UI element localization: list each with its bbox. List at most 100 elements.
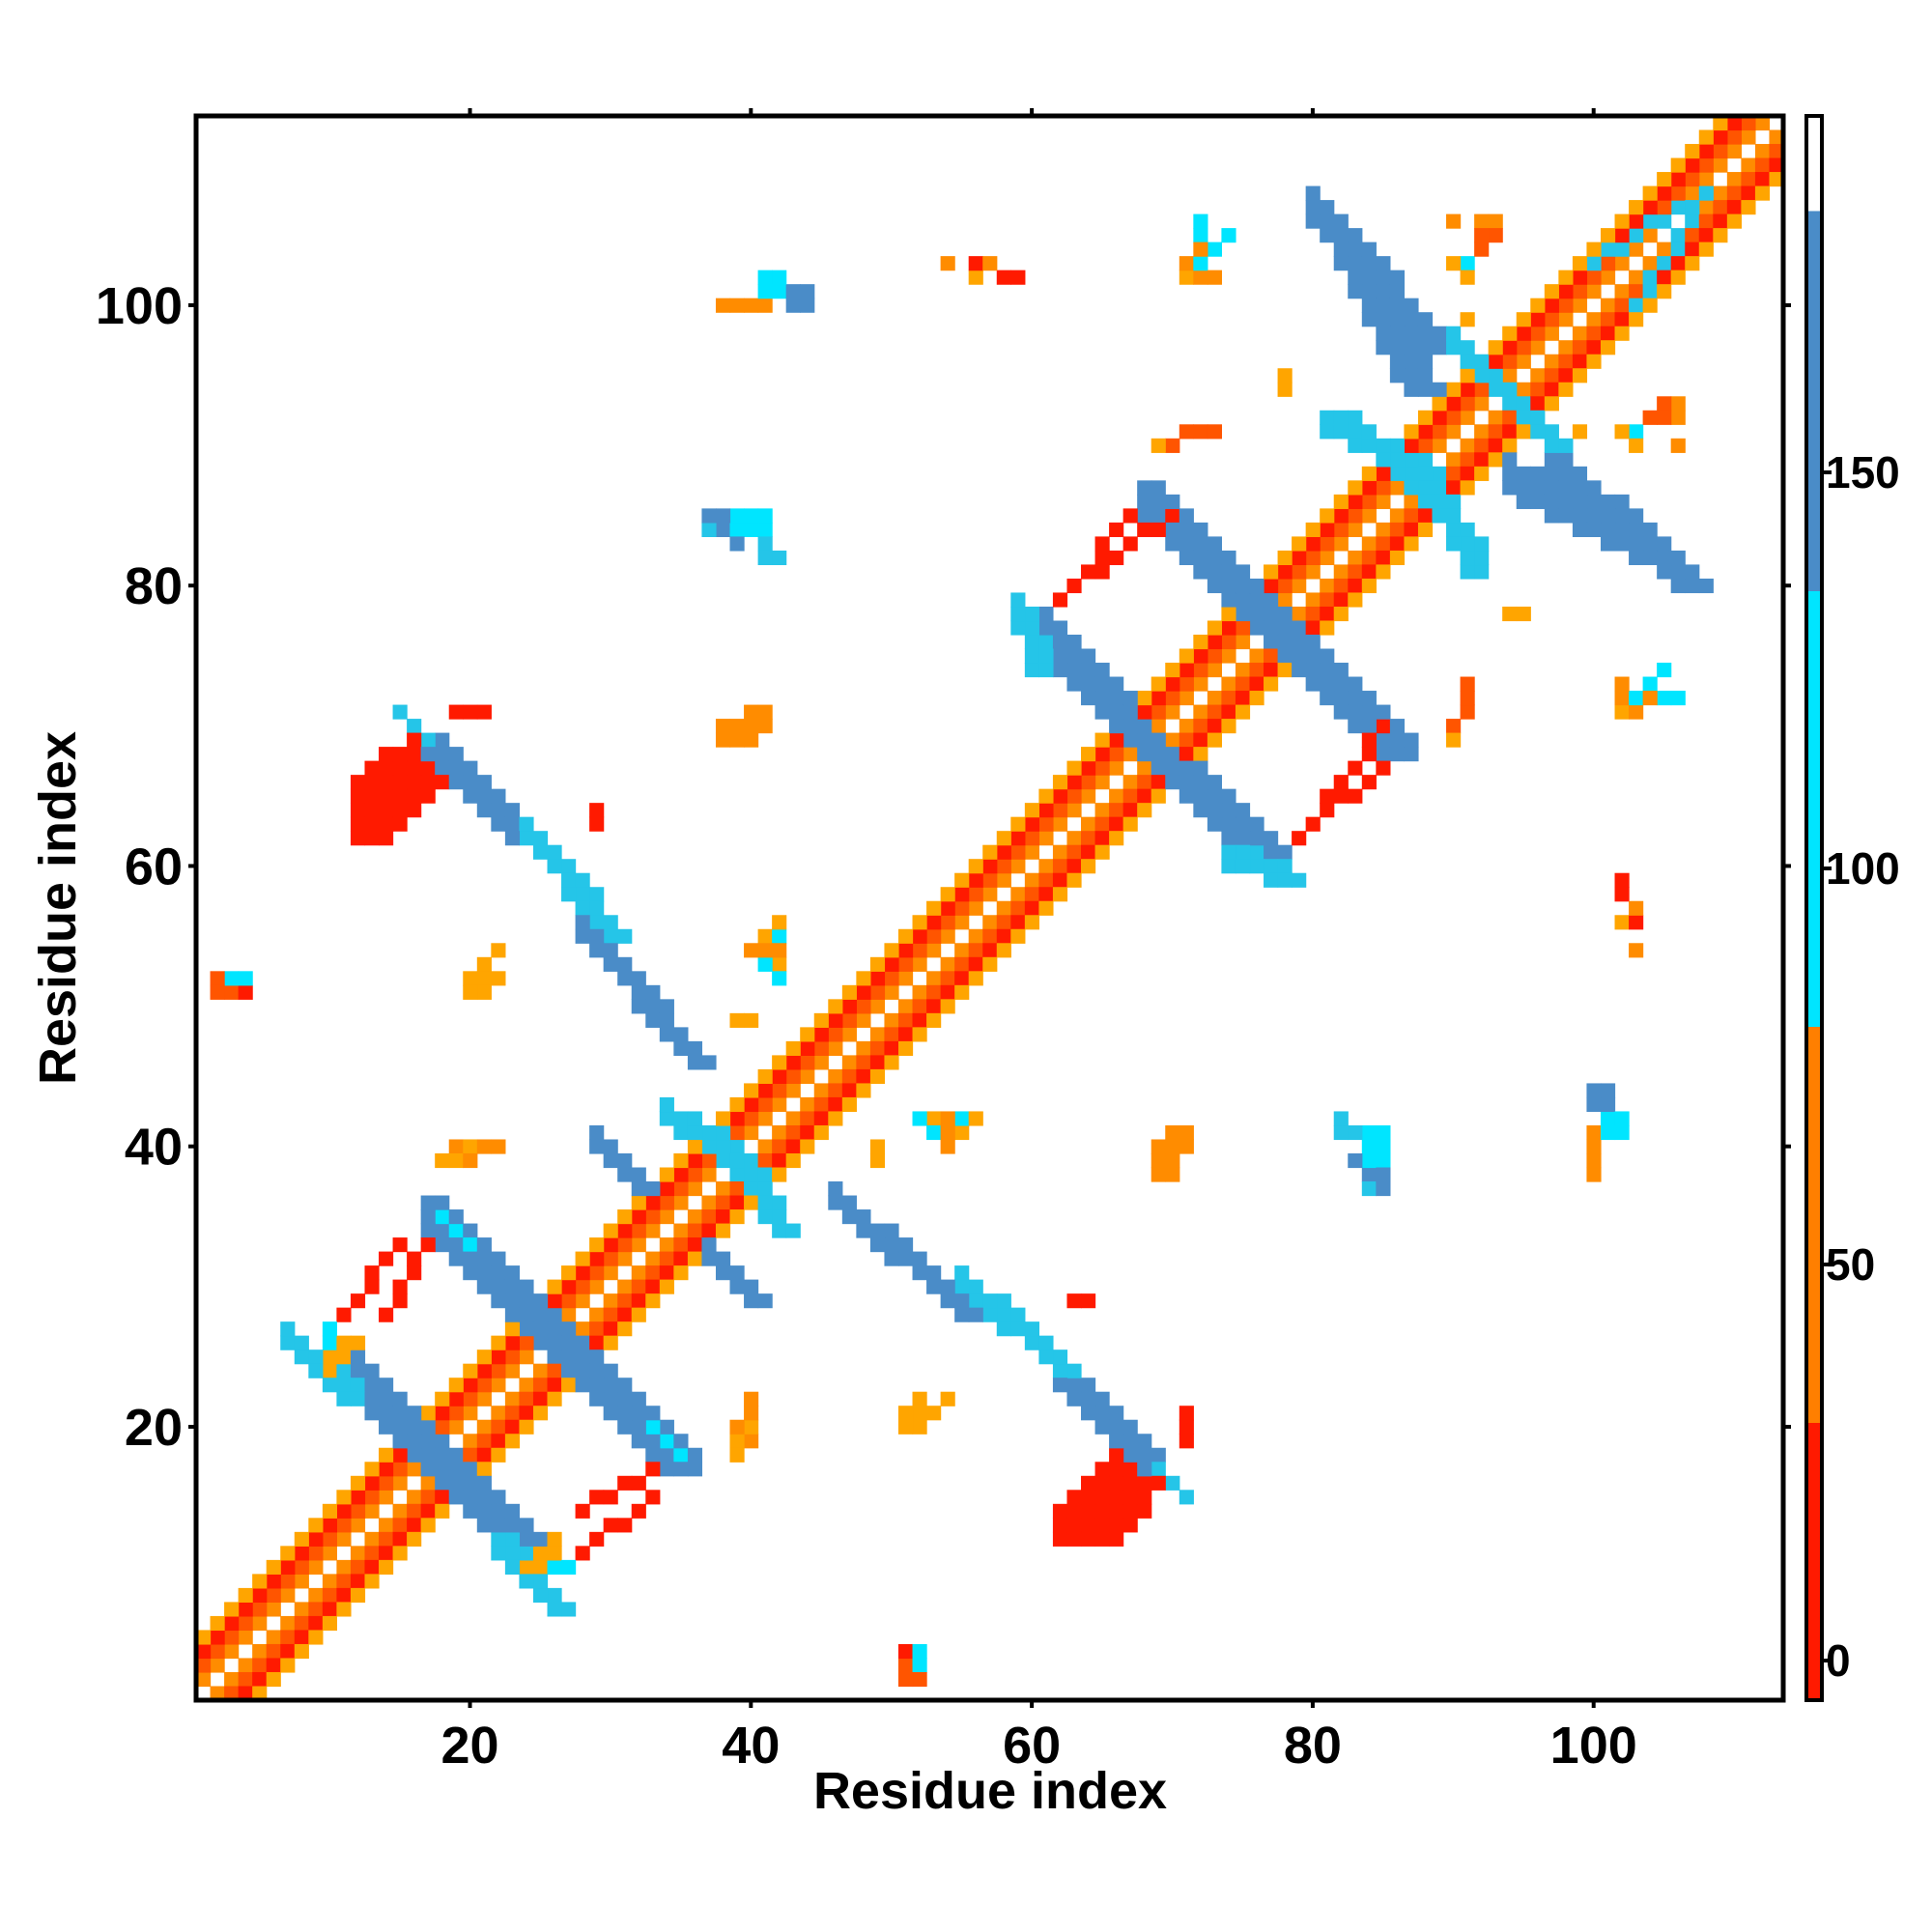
heatmap-cell [491, 1406, 506, 1421]
heatmap-cell [379, 816, 394, 832]
heatmap-cell [1221, 859, 1236, 874]
heatmap-cell [841, 1209, 857, 1225]
heatmap-cell [1404, 536, 1419, 552]
heatmap-cell [266, 1587, 281, 1603]
heatmap-cell [1333, 522, 1349, 537]
heatmap-cell [350, 1587, 366, 1603]
heatmap-cell [659, 1434, 674, 1449]
heatmap-cell [1010, 1307, 1026, 1322]
heatmap-cell [1600, 1111, 1616, 1126]
heatmap-cell [1109, 676, 1124, 692]
heatmap-cell [1685, 213, 1700, 229]
heatmap-cell [1081, 788, 1096, 804]
heatmap-cell [1010, 915, 1026, 930]
heatmap-cell [1024, 648, 1039, 664]
heatmap-cell [364, 1559, 380, 1575]
heatmap-cell [1081, 676, 1096, 692]
heatmap-cell [968, 943, 983, 958]
heatmap-cell [350, 1475, 366, 1491]
heatmap-cell [982, 956, 998, 972]
heatmap-cell [364, 1503, 380, 1519]
heatmap-cell [1179, 732, 1194, 748]
heatmap-cell [1726, 213, 1742, 229]
heatmap-cell [1657, 284, 1672, 299]
heatmap-cell [1348, 494, 1363, 509]
heatmap-cell [1741, 116, 1756, 131]
heatmap-cell [463, 1378, 478, 1393]
heatmap-cell [1151, 732, 1166, 748]
heatmap-cell [1207, 775, 1223, 790]
heatmap-cell [841, 1195, 857, 1210]
heatmap-cell [673, 1237, 689, 1253]
heatmap-cell [1516, 396, 1531, 412]
heatmap-cell [336, 1363, 352, 1378]
heatmap-cell [392, 1503, 408, 1519]
heatmap-cell [884, 1012, 899, 1028]
heatmap-cell [603, 915, 618, 930]
heatmap-cell [1713, 144, 1728, 159]
heatmap-cell [1460, 522, 1475, 537]
heatmap-cell [1038, 900, 1054, 916]
heatmap-cell [1389, 326, 1406, 341]
heatmap-cell [1249, 620, 1264, 636]
heatmap-cell [350, 1391, 366, 1406]
x-tick-label: 20 [440, 1717, 498, 1775]
heatmap-cell [519, 1546, 534, 1561]
heatmap-cell [1207, 803, 1223, 818]
heatmap-cell [1179, 648, 1194, 664]
heatmap-cell [1404, 326, 1419, 341]
heatmap-cell [645, 1419, 661, 1435]
heatmap-cell [1207, 242, 1223, 257]
heatmap-cell [364, 1531, 380, 1547]
heatmap-cell [364, 1490, 380, 1505]
heatmap-cell [659, 1447, 674, 1463]
heatmap-cell [897, 1012, 914, 1028]
heatmap-cell [575, 915, 590, 930]
heatmap-cell [1572, 480, 1588, 496]
heatmap-cell [1305, 663, 1321, 678]
heatmap-cell [1460, 704, 1475, 720]
heatmap-cell [1586, 1139, 1602, 1154]
heatmap-cell [828, 1195, 843, 1210]
heatmap-cell [729, 1152, 745, 1169]
heatmap-cell [926, 1279, 942, 1294]
heatmap-cell [1333, 228, 1349, 243]
heatmap-cell [1109, 1475, 1124, 1491]
heatmap-cell [1348, 704, 1363, 720]
heatmap-cell [785, 284, 801, 299]
heatmap-cell [448, 1139, 464, 1154]
heatmap-cell [1333, 676, 1349, 692]
heatmap-cell [575, 1350, 590, 1365]
heatmap-cell [1264, 648, 1279, 664]
heatmap-cell [350, 1378, 366, 1393]
heatmap-cell [884, 1027, 899, 1042]
heatmap-cell [1094, 1406, 1110, 1421]
heatmap-cell [1333, 663, 1349, 678]
heatmap-cell [252, 1602, 268, 1617]
heatmap-cell [1292, 620, 1307, 636]
heatmap-cell [744, 1279, 759, 1294]
heatmap-cell [1094, 1503, 1110, 1519]
heatmap-cell [1726, 129, 1742, 145]
heatmap-cell [1207, 663, 1223, 678]
heatmap-cell [1038, 788, 1054, 804]
heatmap-cell [1698, 200, 1714, 215]
heatmap-cell [1333, 691, 1349, 706]
heatmap-cell [1404, 747, 1419, 762]
heatmap-cell [589, 1321, 605, 1337]
heatmap-cell [379, 760, 394, 776]
heatmap-cell [757, 943, 773, 958]
heatmap-cell [308, 1602, 324, 1617]
heatmap-cell [294, 1531, 309, 1547]
heatmap-cell [1389, 747, 1406, 762]
heatmap-cell [1586, 1152, 1602, 1169]
heatmap-cell [463, 1434, 478, 1449]
heatmap-cell [757, 956, 773, 972]
heatmap-cell [1488, 382, 1503, 397]
heatmap-cell [926, 1265, 942, 1281]
heatmap-cell [1544, 326, 1559, 341]
heatmap-cell [435, 1475, 450, 1491]
heatmap-cell [772, 956, 787, 972]
heatmap-cell [1432, 410, 1447, 425]
heatmap-cell [968, 956, 983, 972]
